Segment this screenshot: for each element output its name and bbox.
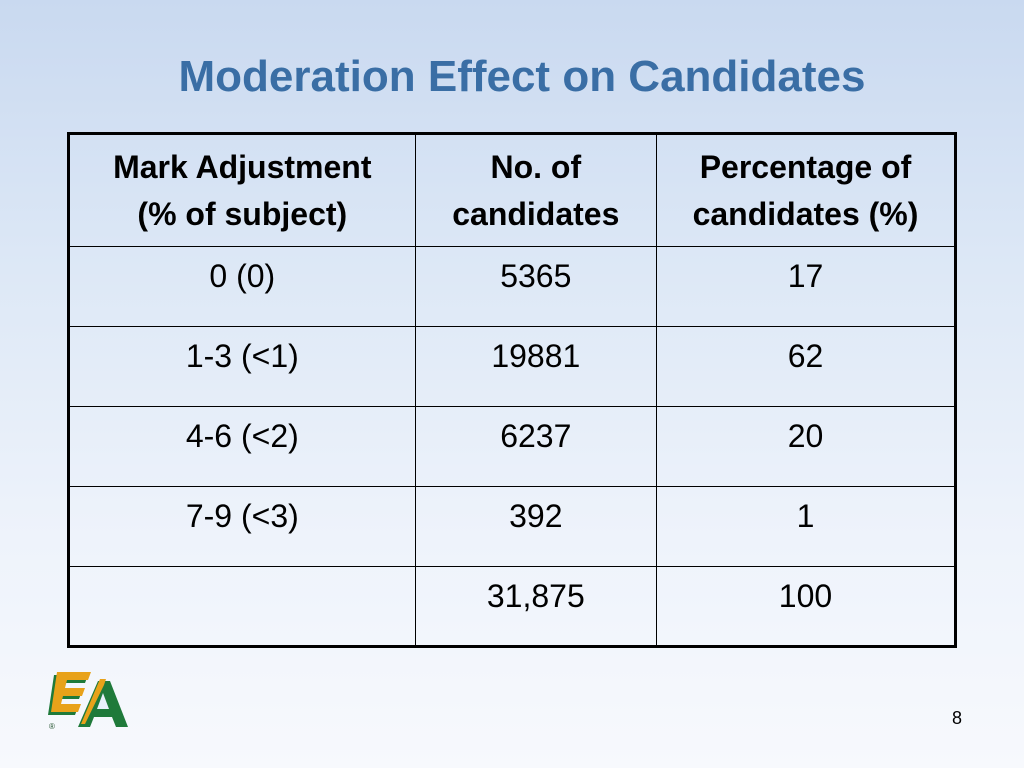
header-line: Percentage of — [699, 149, 912, 185]
cell-percentage-total: 100 — [656, 566, 956, 647]
cell-percentage: 17 — [656, 246, 956, 327]
cell-candidates-total: 31,875 — [414, 566, 658, 647]
cell-percentage: 20 — [656, 406, 956, 487]
logo-letter-a — [78, 679, 128, 727]
cell-candidates: 6237 — [414, 406, 658, 487]
cell-mark-adjustment: 1-3 (<1) — [68, 326, 416, 407]
header-line: Mark Adjustment — [113, 149, 372, 185]
table-row: 0 (0) 5365 17 — [68, 246, 956, 327]
table-row: 7-9 (<3) 392 1 — [68, 486, 956, 567]
header-line: No. of — [490, 149, 582, 185]
ea-logo: ® — [48, 672, 128, 731]
header-mark-adjustment: Mark Adjustment (% of subject) — [68, 133, 416, 247]
cell-mark-adjustment: 7-9 (<3) — [68, 486, 416, 567]
header-no-of-candidates: No. of candidates — [414, 133, 658, 247]
cell-candidates: 392 — [414, 486, 658, 567]
registered-mark: ® — [49, 722, 55, 731]
header-percentage: Percentage of candidates (%) — [656, 133, 956, 247]
header-line: candidates — [452, 196, 620, 232]
table-row: 1-3 (<1) 19881 62 — [68, 326, 956, 407]
cell-candidates: 19881 — [414, 326, 658, 407]
table-row: 4-6 (<2) 6237 20 — [68, 406, 956, 487]
cell-percentage: 1 — [656, 486, 956, 567]
cell-mark-adjustment: 0 (0) — [68, 246, 416, 327]
header-line: candidates (%) — [692, 196, 919, 232]
cell-candidates: 5365 — [414, 246, 658, 327]
slide-title: Moderation Effect on Candidates — [178, 52, 866, 101]
cell-mark-adjustment: 4-6 (<2) — [68, 406, 416, 487]
logo-letter-e — [48, 672, 91, 715]
cell-mark-adjustment — [68, 566, 416, 647]
table-header-row: Mark Adjustment (% of subject) No. of ca… — [68, 133, 956, 247]
table-total-row: 31,875 100 — [68, 566, 956, 647]
header-line: (% of subject) — [137, 196, 348, 232]
moderation-table: Mark Adjustment (% of subject) No. of ca… — [67, 132, 957, 648]
cell-percentage: 62 — [656, 326, 956, 407]
page-number: 8 — [951, 708, 962, 728]
